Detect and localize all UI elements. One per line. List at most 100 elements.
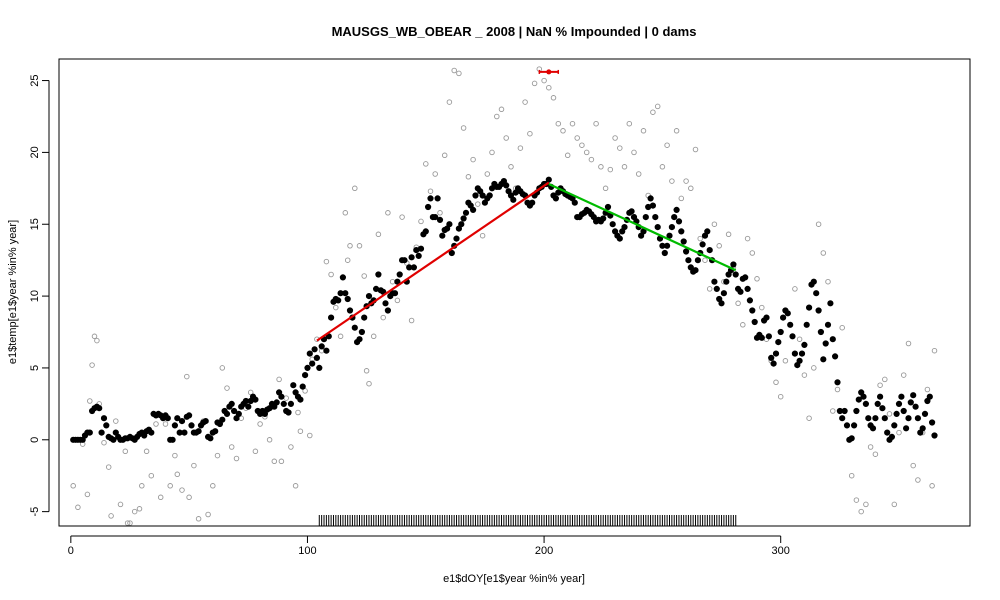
air-temp-point bbox=[546, 84, 552, 91]
observed-point bbox=[453, 235, 460, 242]
air-temp-point bbox=[815, 221, 822, 227]
air-temp-point bbox=[394, 297, 401, 304]
air-temp-point bbox=[153, 421, 159, 427]
air-temp-point bbox=[574, 135, 580, 141]
observed-point bbox=[446, 221, 453, 228]
observed-point bbox=[910, 392, 917, 399]
observed-point bbox=[834, 379, 841, 386]
x-axis: 0 100 200 300 bbox=[68, 535, 790, 557]
observed-point bbox=[278, 393, 285, 400]
observed-point bbox=[853, 407, 860, 415]
observed-point bbox=[850, 422, 858, 429]
observed-point bbox=[798, 350, 806, 357]
air-temp-point bbox=[136, 506, 143, 512]
air-temp-point bbox=[725, 231, 732, 238]
air-temp-point bbox=[669, 178, 675, 184]
observed-point bbox=[280, 400, 287, 407]
observed-point bbox=[228, 400, 235, 407]
observed-point bbox=[820, 356, 827, 363]
air-temp-point bbox=[484, 171, 491, 177]
air-temp-point bbox=[910, 462, 916, 469]
observed-point bbox=[921, 410, 929, 417]
air-temp-point bbox=[569, 120, 576, 127]
observed-point bbox=[791, 350, 799, 357]
air-temp-point bbox=[460, 125, 467, 131]
observed-point bbox=[829, 336, 836, 343]
observed-point bbox=[682, 248, 690, 255]
air-temp-point bbox=[108, 513, 114, 519]
observed-point bbox=[668, 224, 676, 231]
air-temp-point bbox=[905, 340, 912, 347]
air-temp-point bbox=[446, 99, 453, 105]
y-tick-label: 15 bbox=[29, 218, 41, 230]
observed-point bbox=[692, 267, 699, 274]
air-temp-point bbox=[555, 120, 562, 127]
air-temp-point bbox=[423, 161, 429, 167]
air-temp-point bbox=[295, 409, 301, 416]
air-temp-point bbox=[186, 494, 192, 501]
observed-point bbox=[803, 321, 810, 328]
observed-point bbox=[202, 417, 209, 425]
observed-point bbox=[713, 285, 720, 292]
observed-point bbox=[178, 417, 186, 425]
observed-point bbox=[758, 334, 765, 341]
air-temp-point bbox=[323, 258, 330, 265]
air-temp-point bbox=[702, 257, 708, 263]
air-temp-point bbox=[174, 471, 181, 478]
air-temp-point bbox=[127, 520, 133, 526]
observed-point bbox=[912, 403, 919, 410]
y-tick-label: 10 bbox=[29, 290, 41, 302]
air-temp-point bbox=[872, 451, 879, 457]
air-temp-point bbox=[172, 452, 178, 459]
observed-point bbox=[235, 410, 242, 417]
air-temp-point bbox=[191, 462, 197, 469]
air-temp-point bbox=[560, 128, 566, 134]
air-temp-point bbox=[437, 210, 443, 216]
falling-fit-line bbox=[548, 183, 737, 272]
y-axis-label: e1$temp[e1$year %in% year] bbox=[7, 220, 19, 364]
observed-point bbox=[486, 192, 493, 199]
air-temp-point bbox=[692, 146, 699, 153]
observed-point bbox=[245, 403, 252, 410]
observed-point bbox=[422, 228, 429, 235]
air-temp-point bbox=[839, 324, 845, 331]
air-temp-point bbox=[593, 120, 599, 127]
observed-point bbox=[609, 221, 616, 228]
air-temp-point bbox=[361, 273, 367, 279]
observed-point bbox=[304, 364, 311, 371]
observed-point bbox=[831, 353, 839, 360]
observed-point bbox=[787, 321, 794, 328]
air-temp-point bbox=[288, 444, 294, 450]
observed-point bbox=[96, 405, 103, 412]
observed-point bbox=[746, 297, 754, 304]
y-tick-label: 0 bbox=[29, 437, 41, 443]
air-temp-point bbox=[882, 376, 888, 383]
air-temp-point bbox=[297, 428, 304, 434]
air-temp-point bbox=[848, 472, 855, 479]
observed-point bbox=[902, 425, 910, 432]
air-temp-point bbox=[117, 501, 124, 508]
air-temp-point bbox=[929, 483, 935, 489]
observed-point bbox=[306, 350, 313, 357]
air-temp-point bbox=[266, 437, 273, 443]
air-temp-point bbox=[375, 231, 382, 238]
observed-point bbox=[805, 304, 813, 311]
observed-point bbox=[813, 290, 820, 297]
chart-title: MAUSGS_WB_OBEAR _ 2008 | NaN % Impounded… bbox=[332, 24, 697, 39]
air-temp-point bbox=[607, 166, 614, 173]
air-temp-point bbox=[688, 185, 694, 192]
air-temp-point bbox=[302, 388, 308, 394]
air-temp-point bbox=[441, 152, 448, 159]
air-temp-point bbox=[877, 382, 883, 388]
air-temp-point bbox=[233, 455, 240, 462]
air-temp-point bbox=[184, 373, 190, 380]
observed-point bbox=[188, 422, 195, 429]
air-temp-point bbox=[328, 271, 334, 278]
observed-point bbox=[434, 195, 441, 202]
observed-point bbox=[817, 328, 825, 336]
observed-point bbox=[824, 321, 832, 328]
observed-point bbox=[796, 357, 803, 364]
observed-point bbox=[895, 400, 903, 407]
air-temp-point bbox=[385, 210, 391, 216]
